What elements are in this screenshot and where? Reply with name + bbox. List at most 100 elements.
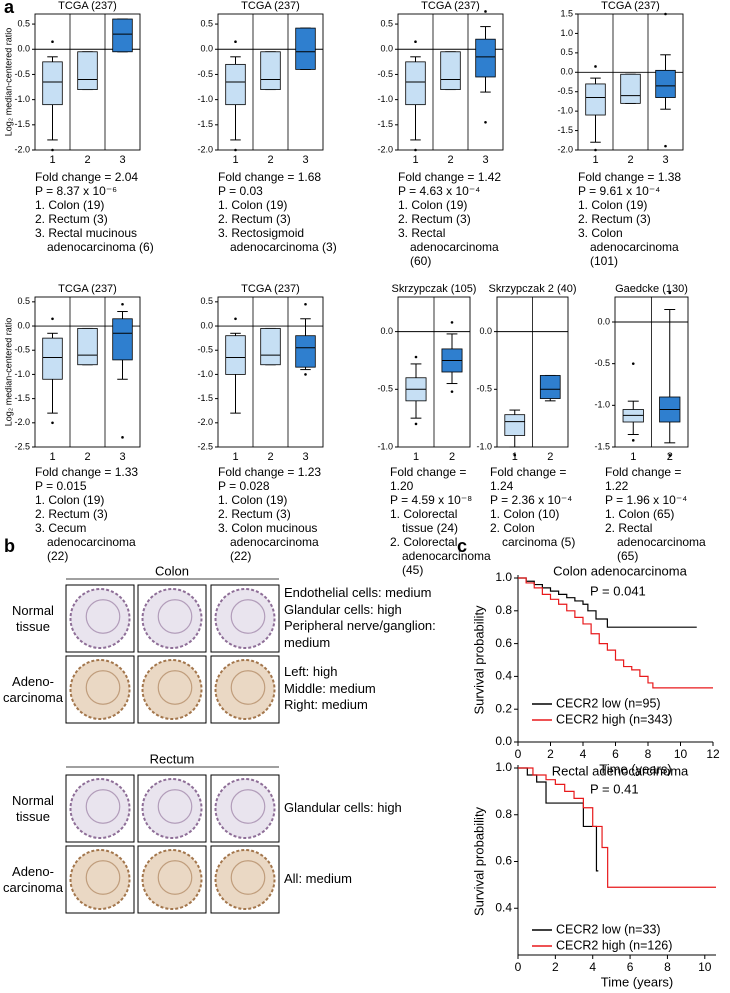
y-tick-label: -1.0 (594, 400, 610, 410)
y-tick-label: 0.5 (560, 47, 573, 57)
tissue-texture (85, 670, 121, 705)
y-tick-label: -0.5 (197, 345, 213, 355)
stats-line: 1. Colon (19) (578, 198, 648, 212)
y-tick-label: 0.2 (495, 701, 512, 715)
survival-curve (518, 767, 599, 872)
expression-line: Left: high (284, 664, 338, 679)
y-tick-label: -0.5 (557, 86, 573, 96)
survival-curve (518, 767, 716, 888)
y-tick-label: -0.5 (377, 384, 393, 394)
stats-notes: Fold change = 1.42 P = 4.63 x 10⁻⁴ 1. Colo… (398, 170, 523, 268)
expression-line: Endothelial cells: medium (284, 585, 432, 600)
y-tick-label: 0.5 (17, 296, 30, 306)
tissue-core (214, 849, 276, 910)
expression-notes: All: medium (284, 871, 449, 888)
outlier (414, 422, 418, 426)
chart-title: TCGA (237) (421, 0, 480, 12)
stats-notes: Fold change = 1.68 P = 0.03 1. Colon (19) 2… (218, 170, 343, 254)
x-tick-label: 0 (515, 747, 522, 761)
outlier (414, 40, 417, 44)
stats-line: 1. Colon (19) (398, 198, 468, 212)
stats-line: 3. Rectal mucinous adenocarcinoma (6) (35, 226, 154, 254)
x-tick-label: 8 (645, 747, 652, 761)
tissue-core (141, 659, 203, 720)
legend-label: CECR2 high (n=126) (556, 938, 672, 952)
box (405, 61, 426, 106)
outlier (51, 421, 54, 425)
x-tick-label: 1 (412, 154, 418, 166)
stats-line: P = 4.63 x 10⁻⁴ (398, 184, 481, 198)
y-tick-label: -0.5 (377, 69, 393, 79)
outlier (234, 40, 237, 44)
stats-line: 2. Rectal adenocarcinoma (65) (605, 521, 706, 563)
row-label: Adeno-carcinoma (3, 863, 63, 895)
chart-title: TCGA (237) (601, 0, 660, 12)
x-tick-label: 1 (49, 451, 55, 463)
stats-notes: Fold change = 1.20 P = 4.59 x 10⁻⁸ 1. Colo… (390, 465, 491, 577)
box (77, 51, 98, 90)
stats-line: P = 8.37 x 10⁻⁶ (35, 184, 118, 198)
box (440, 51, 461, 90)
y-tick-label: -0.5 (476, 384, 492, 394)
x-axis-label: Time (years) (601, 974, 673, 989)
legend-label: CECR2 high (n=343) (556, 712, 672, 726)
y-tick-label: -1.5 (14, 393, 30, 403)
row-label: Adeno-carcinoma (3, 673, 63, 705)
y-tick-label: -1.0 (14, 369, 30, 379)
plot-frame (34, 13, 141, 151)
y-tick-label: 0.0 (200, 320, 213, 330)
stats-line: Fold change = 1.33 (35, 465, 139, 479)
y-tick-label: -2.5 (197, 441, 213, 451)
stats-line: 1. Colon (19) (218, 493, 288, 507)
box (42, 61, 63, 106)
x-tick-label: 2 (267, 451, 273, 463)
box (539, 375, 561, 399)
y-tick-label: -1.0 (377, 94, 393, 104)
chart-title: Skrzypczak 2 (40) (488, 283, 576, 295)
y-tick-label: -0.5 (14, 69, 30, 79)
y-tick-label: -2.0 (14, 417, 30, 427)
y-tick-label: 0.5 (200, 296, 213, 306)
tissue-core (141, 849, 203, 910)
x-tick-label: 1 (512, 451, 518, 463)
y-tick-label: 0.6 (495, 854, 512, 868)
legend-label: CECR2 low (n=33) (556, 922, 661, 936)
x-tick-label: 6 (627, 960, 634, 974)
outlier (450, 321, 454, 324)
chart-title: Colon adenocarcinoma (553, 563, 687, 578)
stats-line: 1. Colon (19) (218, 198, 288, 212)
box (42, 337, 63, 380)
x-tick-label: 4 (589, 960, 596, 974)
tissue-texture (157, 599, 193, 634)
plot-frame (614, 296, 689, 448)
chart-title: TCGA (237) (241, 0, 300, 12)
annotation: P = 0.41 (590, 781, 639, 796)
tissue-core (214, 659, 276, 720)
y-tick-label: -1.0 (14, 94, 30, 104)
outlier (304, 373, 307, 376)
y-tick-label: 0.0 (17, 44, 30, 54)
x-tick-label: 4 (580, 747, 587, 761)
survival-curve (518, 577, 713, 689)
x-tick-label: 12 (706, 747, 720, 761)
box (77, 328, 98, 366)
y-tick-label: 0.0 (495, 734, 512, 748)
stats-line: 2. Rectum (3) (218, 212, 291, 226)
x-tick-label: 10 (698, 960, 712, 974)
y-tick-label: -2.0 (14, 144, 30, 154)
stats-line: Fold change = 1.20 (390, 465, 467, 493)
x-tick-label: 1 (49, 154, 55, 166)
x-tick-label: 2 (552, 960, 559, 974)
x-tick-label: 1 (232, 451, 238, 463)
outlier (484, 120, 487, 124)
y-tick-label: 0.6 (495, 636, 512, 650)
tissue-texture (157, 670, 193, 705)
outlier (51, 40, 54, 44)
x-tick-label: 3 (302, 154, 308, 166)
tissue-texture (157, 789, 193, 824)
expression-line: Glandular cells: high (284, 800, 402, 815)
chart-title: TCGA (237) (58, 0, 117, 12)
x-tick-label: 2 (267, 154, 273, 166)
outlier (484, 10, 487, 13)
stats-line: P = 2.36 x 10⁻⁴ (490, 493, 573, 507)
